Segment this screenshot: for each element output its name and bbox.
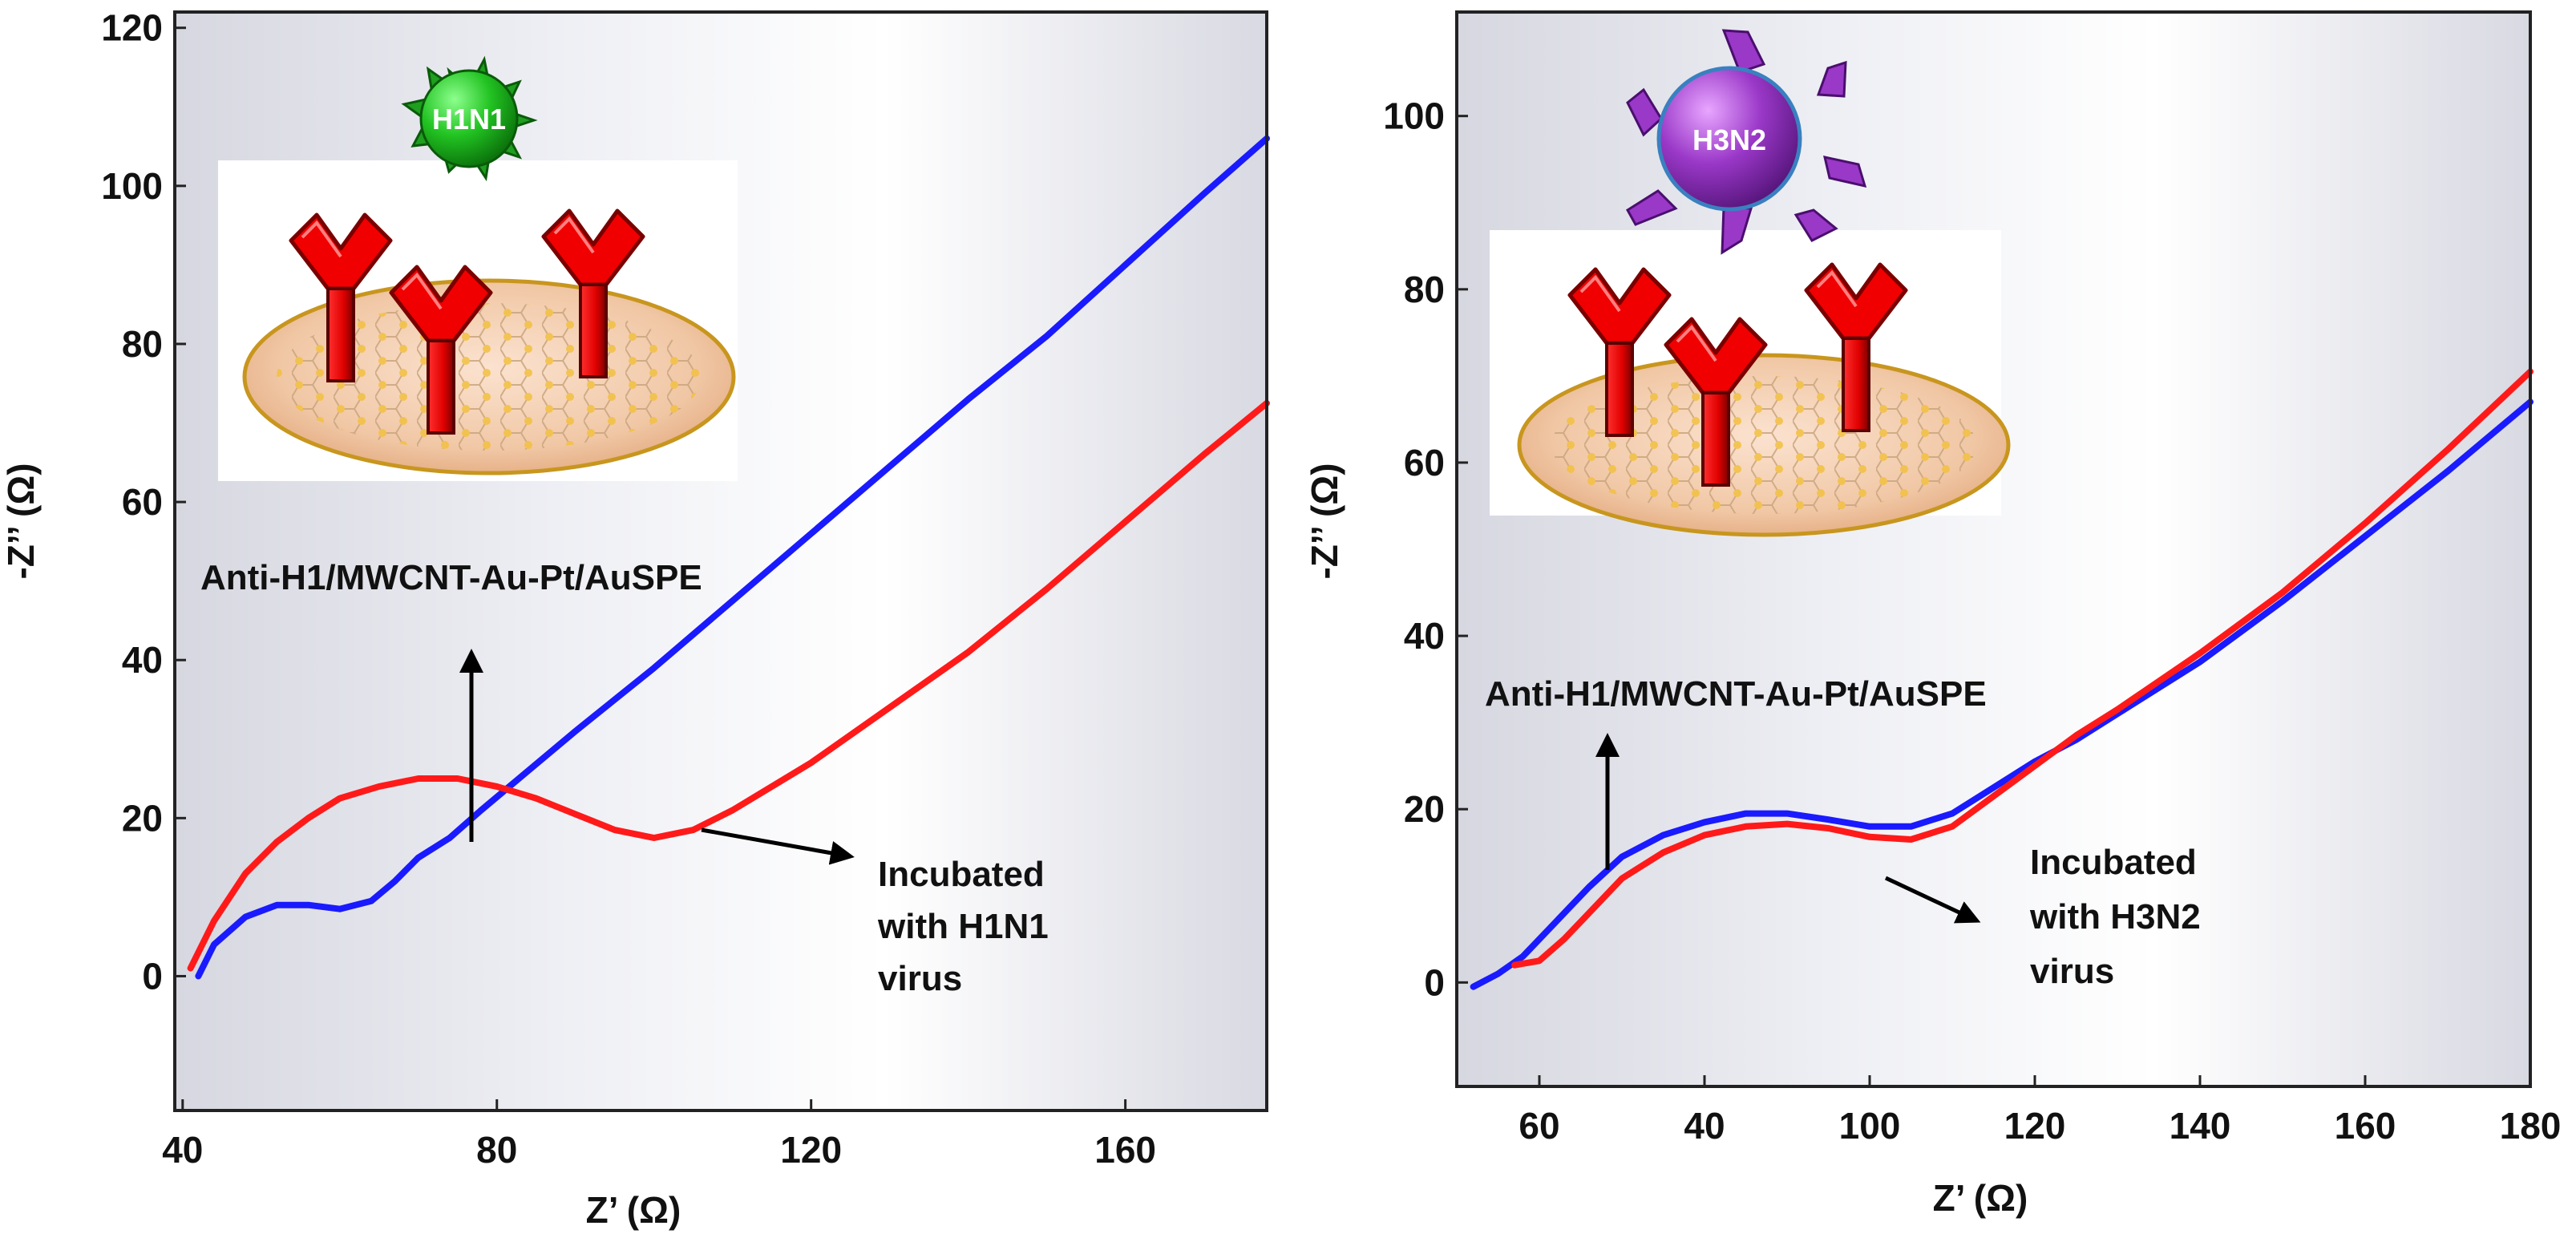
y-tick-label: 0 — [142, 955, 163, 997]
y-tick-label: 20 — [1404, 788, 1445, 830]
x-tick-label: 160 — [2335, 1105, 2396, 1147]
x-tick-label: 60 — [1519, 1105, 1559, 1147]
x-tick-label: 120 — [2004, 1105, 2066, 1147]
x-tick-label: 160 — [1094, 1129, 1156, 1171]
y-tick-label: 60 — [1404, 442, 1445, 483]
annotation-red-line1: Incubated — [2030, 843, 2197, 882]
x-axis-label: Z’ (Ω) — [586, 1189, 681, 1231]
virus-label: H1N1 — [432, 103, 506, 136]
arrow-right — [1884, 876, 1981, 924]
x-tick-label: 40 — [1684, 1105, 1725, 1147]
h1n1-virus-icon: H1N1 — [401, 55, 538, 182]
x-tick-label: 120 — [780, 1129, 842, 1171]
y-tick-label: 20 — [122, 797, 163, 839]
h3n2-virus-icon: H3N2 — [1626, 29, 1867, 255]
y-tick-label: 100 — [101, 165, 163, 207]
y-tick-label: 100 — [1383, 95, 1445, 137]
annotation-red-line3: virus — [2030, 952, 2114, 991]
annotation-red-line2: with H1N1 — [877, 907, 1049, 946]
series-line-blue — [1470, 398, 2534, 990]
right-panel: H3N2 60 40 100 120 140 160 180 0 20 40 60 80 100 Z’ … — [1304, 10, 2562, 1219]
left-panel: H1N1 40 80 120 160 0 20 40 60 80 100 120 Z’ (Ω) -Z… — [0, 7, 1270, 1231]
annotation-red-line3: virus — [878, 959, 962, 998]
y-tick-label: 0 — [1424, 961, 1445, 1003]
biosensor-illustration: H1N1 — [218, 55, 738, 481]
x-tick-label: 140 — [2170, 1105, 2231, 1147]
x-tick-label: 40 — [162, 1129, 203, 1171]
y-tick-label: 40 — [122, 639, 163, 681]
arrow-right — [701, 827, 855, 865]
x-axis-label: Z’ (Ω) — [1933, 1177, 2028, 1219]
virus-label: H3N2 — [1692, 123, 1766, 156]
y-tick-label: 80 — [122, 323, 163, 365]
annotation-red-line1: Incubated — [878, 855, 1045, 894]
annotation-blue-curve: Anti-H1/MWCNT-Au-Pt/AuSPE — [200, 558, 702, 597]
y-axis-label: -Z’’ (Ω) — [0, 463, 42, 579]
plot-frame — [1455, 10, 2532, 1088]
annotation-blue-curve: Anti-H1/MWCNT-Au-Pt/AuSPE — [1485, 674, 1987, 714]
x-tick-label: 180 — [2500, 1105, 2562, 1147]
y-axis-label: -Z’’ (Ω) — [1304, 463, 1345, 579]
plot-frame — [173, 10, 1268, 1112]
y-tick-label: 40 — [1404, 615, 1445, 657]
plot-background — [1457, 12, 2530, 1086]
y-tick-label: 120 — [101, 7, 163, 49]
x-tick-label: 80 — [476, 1129, 517, 1171]
biosensor-illustration: H3N2 — [1490, 29, 2011, 537]
series-line-red — [1511, 368, 2534, 969]
x-tick-label: 100 — [1839, 1105, 1901, 1147]
series-line-red — [187, 399, 1270, 972]
y-tick-label: 60 — [122, 481, 163, 523]
annotation-red-line2: with H3N2 — [2029, 897, 2201, 937]
y-tick-label: 80 — [1404, 269, 1445, 310]
